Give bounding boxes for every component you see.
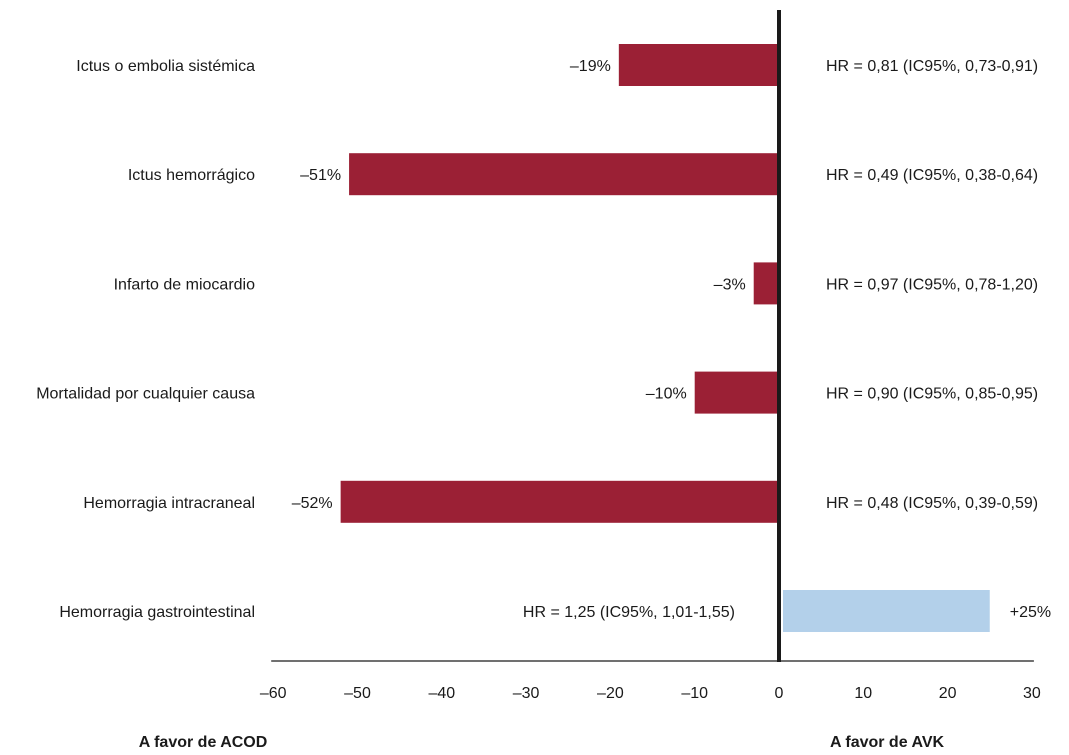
tick-label: 30 [1023, 685, 1041, 702]
right-caption: A favor de AVK [830, 734, 945, 751]
bar-2 [753, 262, 779, 305]
category-label: Infarto de miocardio [114, 276, 256, 293]
hr-label: HR = 0,49 (IC95%, 0,38-0,64) [826, 167, 1038, 184]
hr-label: HR = 0,48 (IC95%, 0,39-0,59) [826, 495, 1038, 512]
x-axis: –60 –50 –40 –30 –20 –10 0 10 20 30 [260, 660, 1041, 702]
tick-label: –40 [428, 685, 455, 702]
bar-5 [783, 590, 990, 632]
category-label: Ictus o embolia sistémica [76, 58, 255, 75]
value-label: –51% [300, 167, 341, 184]
category-labels-layer: Ictus o embolia sistémica Ictus hemorrági… [36, 58, 255, 621]
hr-label: HR = 0,81 (IC95%, 0,73-0,91) [826, 58, 1038, 75]
tick-label: –10 [681, 685, 708, 702]
left-caption: A favor de ACOD [139, 734, 268, 751]
value-label: –3% [714, 276, 746, 293]
tick-label: –50 [344, 685, 371, 702]
bar-4 [340, 480, 779, 523]
category-label: Hemorragia intracraneal [83, 495, 255, 512]
tick-label: –20 [597, 685, 624, 702]
tick-label: 0 [775, 685, 784, 702]
tick-label: –30 [513, 685, 540, 702]
bar-3 [694, 371, 779, 414]
hr-label: HR = 0,97 (IC95%, 0,78-1,20) [826, 276, 1038, 293]
bars-layer [340, 44, 990, 632]
value-label: –19% [570, 58, 611, 75]
bar-0 [618, 44, 779, 86]
category-label: Ictus hemorrágico [128, 167, 255, 184]
value-labels-layer: –19% –51% –3% –10% –52% +25% [292, 58, 1051, 621]
hr-label: HR = 1,25 (IC95%, 1,01-1,55) [523, 604, 735, 621]
tick-label: –60 [260, 685, 287, 702]
hr-label: HR = 0,90 (IC95%, 0,85-0,95) [826, 386, 1038, 403]
tick-label: 10 [854, 685, 872, 702]
bar-1 [349, 153, 779, 196]
category-label: Mortalidad por cualquier causa [36, 386, 255, 403]
category-label: Hemorragia gastrointestinal [59, 604, 255, 621]
tick-label: 20 [939, 685, 957, 702]
value-label: –52% [292, 495, 333, 512]
hr-labels-layer: HR = 0,81 (IC95%, 0,73-0,91) HR = 0,49 (I… [523, 58, 1038, 621]
value-label: –10% [646, 386, 687, 403]
value-label: +25% [1010, 604, 1051, 621]
